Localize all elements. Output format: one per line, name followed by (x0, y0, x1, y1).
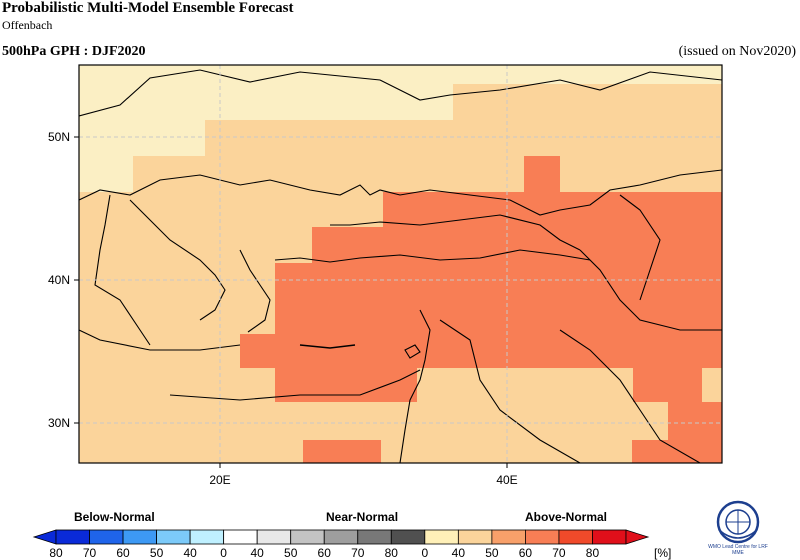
colorbar-swatch (189, 529, 225, 545)
colorbar-tick-label: 70 (552, 546, 566, 560)
legend-near-normal-label: Near-Normal (326, 510, 399, 524)
colorbar-unit-label: [%] (654, 546, 671, 560)
colorbar-tick-label: 60 (318, 546, 332, 560)
colorbar-tick-label: 0 (220, 546, 227, 560)
colorbar-swatch (491, 529, 526, 545)
coastlines (79, 69, 722, 463)
colorbar-swatch (357, 529, 392, 545)
colorbar-swatch (223, 529, 258, 545)
probability-field (79, 65, 722, 463)
page-title: Probabilistic Multi-Model Ensemble Forec… (2, 0, 294, 16)
lat-tick-30n: 30N (48, 416, 70, 430)
lat-tick-40n: 40N (48, 273, 70, 287)
field-above-40-50-patch (702, 368, 722, 402)
colorbar-tick-label: 60 (116, 546, 130, 560)
colorbar-tick-label: 80 (586, 546, 600, 560)
colorbar-tick-label: 80 (385, 546, 399, 560)
colorbar-swatch (592, 529, 627, 545)
center-name: Offenbach (2, 18, 53, 32)
colorbar-swatch (390, 529, 426, 545)
colorbar-swatch (424, 529, 459, 545)
wmo-logo (716, 500, 760, 544)
map-frame (78, 64, 723, 464)
colorbar-tick-label: 0 (421, 546, 428, 560)
issue-date-label: (issued on Nov2020) (678, 44, 796, 59)
colorbar-swatch (256, 529, 292, 545)
colorbar-swatch (156, 529, 191, 545)
colorbar-tick-label: 50 (284, 546, 298, 560)
colorbar-tick-label: 40 (183, 546, 197, 560)
logo-caption: WMO Lead Centre for LRF MME (708, 544, 768, 556)
field-above-60-70 (240, 156, 722, 463)
variable-season-label: 500hPa GPH : DJF2020 (2, 44, 146, 59)
graticule (79, 65, 722, 463)
colorbar-tick-label: 40 (452, 546, 466, 560)
lon-tick-40e: 40E (496, 473, 517, 487)
colorbar-tick-label: 60 (519, 546, 533, 560)
colorbar-swatch (55, 529, 90, 545)
colorbar-swatch (290, 529, 325, 545)
colorbar-swatch (323, 529, 359, 545)
colorbar-swatch (122, 529, 157, 545)
colorbar-swatch (457, 529, 493, 545)
field-near-normal-region (79, 65, 722, 192)
colorbar-swatch (525, 529, 560, 545)
colorbar-tick-label: 70 (83, 546, 97, 560)
field-above-60-70-south (303, 440, 381, 463)
colorbar-tick-label: 70 (351, 546, 365, 560)
colorbar-tick-label: 50 (150, 546, 164, 560)
colorbar-swatch (558, 529, 593, 545)
legend-below-normal-label: Below-Normal (74, 510, 155, 524)
lat-tick-50n: 50N (48, 130, 70, 144)
colorbar: 80 70 60 50 40 0 40 50 60 70 80 0 40 50 60 70 80 [%] (32, 529, 671, 560)
colorbar-tick-label: 80 (49, 546, 63, 560)
colorbar-tick-label: 40 (250, 546, 264, 560)
colorbar-swatch (89, 529, 124, 545)
colorbar-tick-label: 50 (485, 546, 499, 560)
axis-ticks (74, 136, 508, 468)
colorbar-arrow-right (625, 529, 650, 545)
lon-tick-20e: 20E (209, 473, 230, 487)
colorbar-arrow-left (32, 529, 57, 545)
legend-above-normal-label: Above-Normal (525, 510, 608, 524)
